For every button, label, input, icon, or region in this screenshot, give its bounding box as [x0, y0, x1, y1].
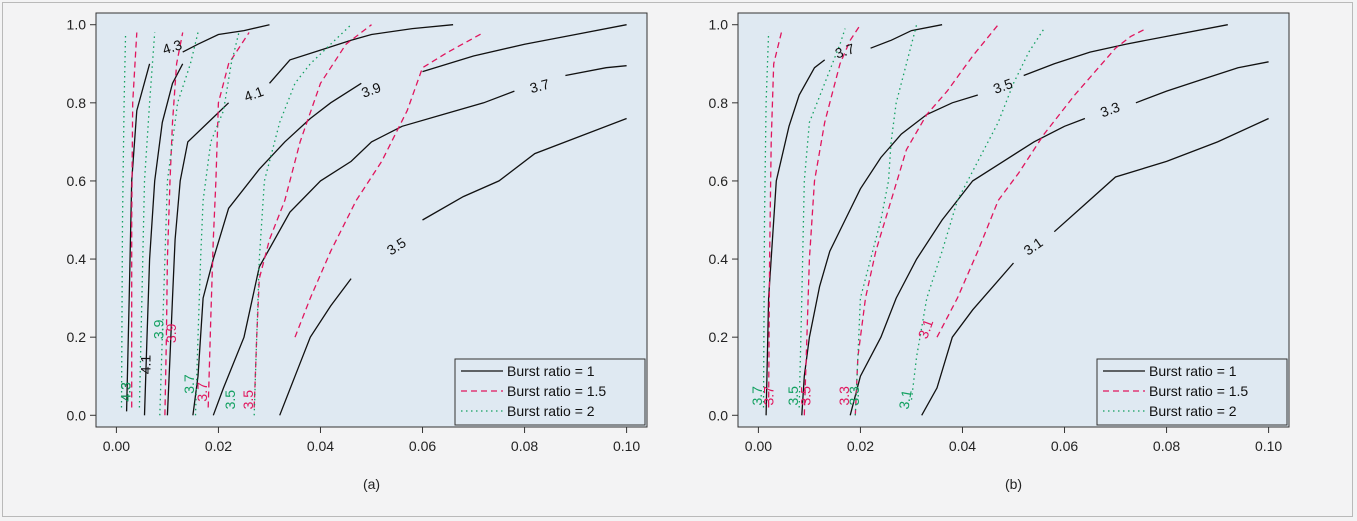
panel-b-contours: [762, 24, 1269, 416]
panel-b-x-tick-label: 0.08: [1153, 438, 1180, 454]
panel-a-contour-burst-ratio-1-level-3-7: [422, 24, 627, 73]
panel-b-y-tick-label: 0.4: [709, 251, 729, 267]
panel-b-contour-label-3-3: 3.3: [1098, 99, 1122, 121]
panel-b-contour-label-3-7: 3.7: [760, 386, 776, 406]
panel-a-legend-entry: Burst ratio = 1.5: [507, 383, 606, 399]
panel-a-contour-burst-ratio-1-level-3-5: [565, 65, 627, 77]
panel-a-y-tick-label: 0.4: [67, 251, 87, 267]
panel-a-contour-burst-ratio-1-level-3-5: [212, 90, 515, 416]
panel-a-y-tick-label: 0.0: [67, 407, 87, 423]
panel-a-contour-label-4-3: 4.3: [160, 36, 184, 57]
panel-a-contour-label-4-1: 4.1: [138, 355, 154, 375]
panel-a-contour-label-3-9: 3.9: [163, 323, 179, 343]
panel-a-contour-burst-ratio-1-level-4-3: [182, 24, 270, 53]
panel-a-x-tick-label: 0.00: [103, 438, 130, 454]
panel-a-y-tick-label: 1.0: [67, 17, 87, 33]
panel-a-contours: [120, 24, 627, 416]
panel-b-contour-label-3-5: 3.5: [798, 386, 814, 406]
panel-b-contour-label-3-7: 3.7: [749, 386, 765, 406]
panel-a-contour-label-4-3: 4.3: [117, 382, 133, 402]
panel-a-y-tick-label: 0.2: [67, 329, 87, 345]
panel-b-contour-burst-ratio-1-level-3-5: [801, 94, 978, 416]
panel-a-contour-label-4-1: 4.1: [242, 83, 266, 105]
panel-a-contour-label-3-5: 3.5: [240, 390, 256, 410]
panel-a-x-tick-label: 0.06: [409, 438, 436, 454]
panel-a-x-tick-label: 0.02: [205, 438, 232, 454]
panel-a-contour-burst-ratio-1-level-3-7: [192, 82, 362, 416]
panel-b-legend-entry: Burst ratio = 1.5: [1149, 383, 1248, 399]
panel-b-contour-label-3-1: 3.1: [915, 317, 937, 341]
panel-b-x-tick-label: 0.00: [745, 438, 772, 454]
panel-b-contour-burst-ratio-1-5-level-3-1: [936, 28, 1147, 338]
panel-b-contour-burst-ratio-1-5-level-3-3: [854, 24, 999, 416]
panel-a-contour-label-3-7: 3.7: [181, 374, 197, 394]
panel-a-contour-label-3-7: 3.7: [528, 76, 551, 97]
panel-a-contour-burst-ratio-1-5-level-3-9: [164, 32, 184, 416]
panel-a-contour-burst-ratio-2-level-3-7: [194, 32, 240, 416]
panel-b-contour-label-3-1: 3.1: [896, 388, 915, 410]
panel-a-contour-burst-ratio-1-level-3-3: [279, 278, 352, 416]
panel-a-contour-burst-ratio-1-level-3-3: [422, 117, 627, 221]
panel-b-contour-burst-ratio-1-level-3-3: [849, 117, 1086, 416]
panel-b-contour-label-3-3: 3.3: [846, 386, 862, 406]
panel-b-legend-entry: Burst ratio = 2: [1149, 403, 1237, 419]
panel-b-y-tick-label: 0.8: [709, 95, 729, 111]
panel-b-x-tick-label: 0.06: [1051, 438, 1078, 454]
panel-b-y-tick-label: 0.6: [709, 173, 729, 189]
panel-b-legend: Burst ratio = 1 Burst ratio = 1.5 Burst ra…: [1096, 358, 1288, 426]
panel-b-contour-burst-ratio-1-level-3-5: [1023, 24, 1228, 77]
panel-b-label: (b): [1005, 476, 1022, 492]
panel-b-contour-burst-ratio-1-5-level-3-7: [767, 32, 783, 408]
panel-a-contour-burst-ratio-1-level-3-9: [166, 102, 230, 416]
panel-b: 0.00 0.02 0.04 0.06 0.08 0.10 0.0 0.2 0.4 0.6 0.8 1…: [709, 12, 1290, 492]
panel-a-contour-label-3-9: 3.9: [150, 319, 166, 339]
panel-a-contour-burst-ratio-1-5-level-4-3: [131, 32, 138, 408]
panel-a-contour-burst-ratio-1-level-4-3: [125, 63, 151, 412]
panel-b-y-tick-label: 0.0: [709, 407, 729, 423]
panel-a-label: (a): [363, 476, 380, 492]
panel-b-contour-burst-ratio-1-level-3-1: [921, 262, 1014, 416]
panel-b-y-tick-label: 0.2: [709, 329, 729, 345]
panel-b-x-tick-label: 0.02: [847, 438, 874, 454]
panel-a-contour-label-3-7: 3.7: [194, 382, 210, 402]
panel-b-legend-entry: Burst ratio = 1: [1149, 363, 1237, 379]
panel-b-contour-label-3-7: 3.7: [833, 40, 857, 61]
panel-a-contour-burst-ratio-2-level-4-3: [120, 32, 127, 408]
panel-b-contour-burst-ratio-1-level-3-7: [765, 59, 826, 416]
panel-a-contour-label-3-5: 3.5: [222, 390, 238, 410]
panel-a-legend-box: [454, 358, 646, 426]
panel-a-contour-burst-ratio-1-level-3-9: [269, 24, 454, 84]
panel-a-contour-label-3-9: 3.9: [359, 79, 383, 101]
panel-b-x-tick-label: 0.04: [949, 438, 976, 454]
panel-b-contour-burst-ratio-1-level-3-7: [870, 24, 943, 49]
panel-a-contour-burst-ratio-2-level-3-5: [253, 24, 352, 416]
panel-a-plot-area: [95, 12, 648, 428]
panel-b-contour-burst-ratio-1-level-3-3: [1135, 61, 1269, 104]
panel-b-x-tick-label: 0.10: [1255, 438, 1282, 454]
panel-a: 0.00 0.02 0.04 0.06 0.08 0.10 0.0 0.2 0.4 0.6 0.8 1…: [67, 12, 648, 492]
contour-chart-figure: 0.00 0.02 0.04 0.06 0.08 0.10 0.0 0.2 0.4 0.6 0.8 1…: [67, 12, 1290, 492]
panel-a-legend-entry: Burst ratio = 1: [507, 363, 595, 379]
panel-b-legend-box: [1096, 358, 1288, 426]
panel-a-y-tick-label: 0.8: [67, 95, 87, 111]
panel-b-y-tick-label: 1.0: [709, 17, 729, 33]
panel-a-legend: Burst ratio = 1 Burst ratio = 1.5 Burst ra…: [454, 358, 646, 426]
panel-b-contour-burst-ratio-1-level-3-1: [1053, 117, 1269, 233]
panel-a-x-tick-label: 0.08: [511, 438, 538, 454]
panel-a-y-tick-label: 0.6: [67, 173, 87, 189]
panel-a-contour-burst-ratio-1-5-level-3-7: [207, 32, 250, 408]
panel-b-contour-label-3-5: 3.5: [785, 386, 801, 406]
panel-b-contour-burst-ratio-2-level-3-5: [798, 28, 846, 408]
panel-b-contour-label-3-3: 3.3: [836, 386, 852, 406]
panel-b-contour-burst-ratio-2-level-3-7: [762, 32, 770, 408]
panel-b-contour-label-3-5: 3.5: [991, 75, 1015, 97]
panel-a-x-tick-label: 0.04: [307, 438, 334, 454]
panel-b-contour-burst-ratio-1-5-level-3-5: [803, 24, 861, 416]
panel-a-legend-entry: Burst ratio = 2: [507, 403, 595, 419]
panel-a-contour-burst-ratio-1-5-level-3-5: [253, 24, 372, 408]
panel-a-x-tick-label: 0.10: [613, 438, 640, 454]
panel-a-contour-burst-ratio-1-level-4-1: [143, 63, 184, 416]
panel-a-contour-label-4-3: 4.3: [117, 382, 133, 402]
